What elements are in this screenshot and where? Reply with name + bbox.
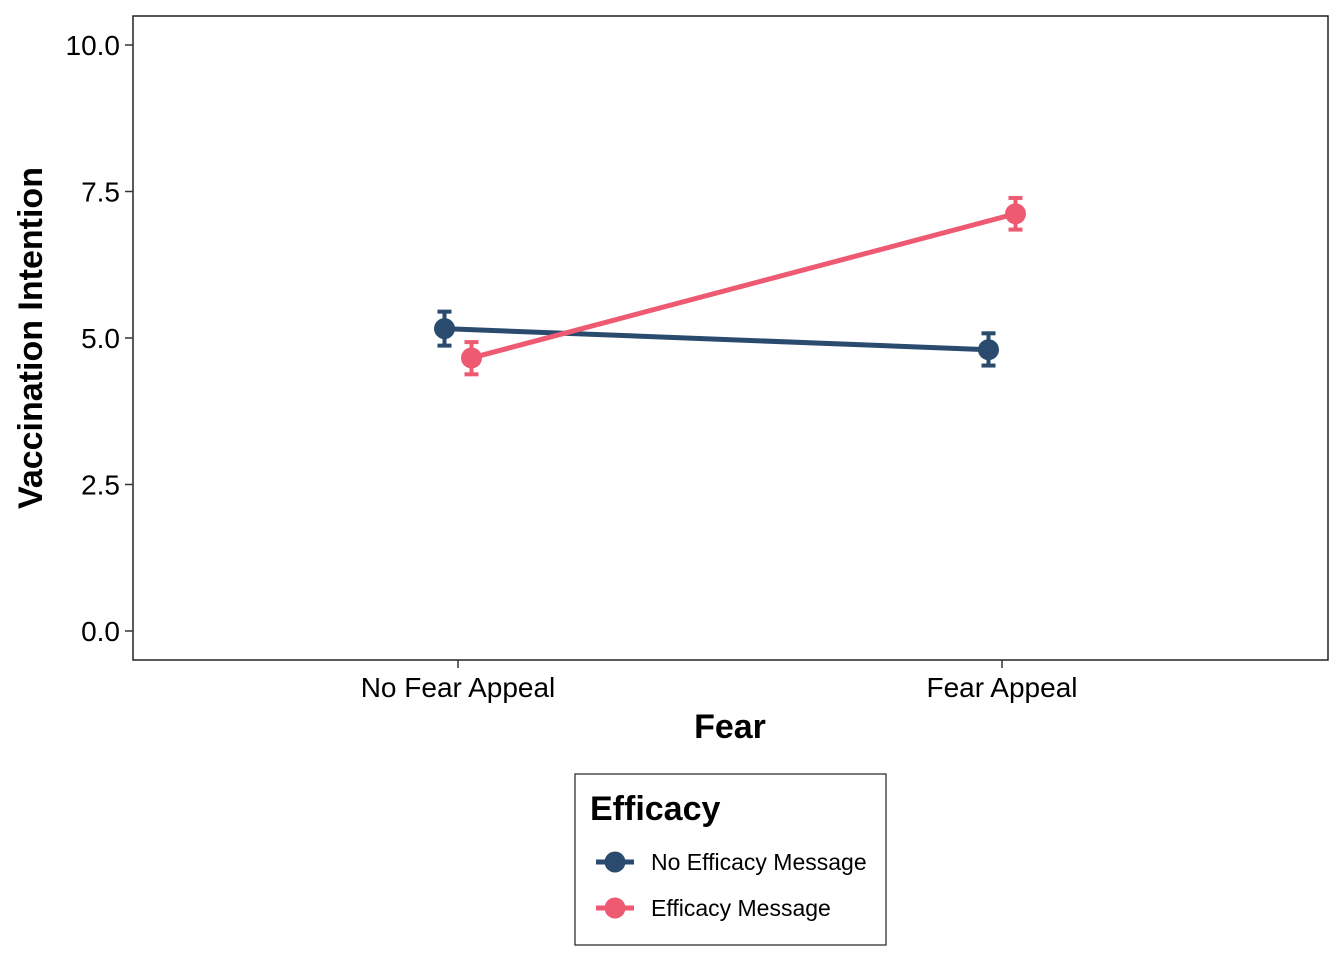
data-point bbox=[434, 318, 455, 340]
y-tick-label: 5.0 bbox=[81, 323, 120, 354]
series-line bbox=[442, 326, 991, 353]
legend-label: Efficacy Message bbox=[651, 895, 831, 921]
y-tick-label: 7.5 bbox=[81, 177, 120, 208]
legend-entry: Efficacy Message bbox=[596, 895, 831, 921]
y-axis: 0.0 2.5 5.0 7.5 10.0 bbox=[66, 30, 133, 647]
series-line bbox=[469, 211, 1018, 361]
series bbox=[461, 195, 1026, 377]
y-tick-label: 10.0 bbox=[66, 30, 121, 61]
series bbox=[434, 309, 999, 368]
legend-label: No Efficacy Message bbox=[651, 849, 867, 875]
data-point bbox=[978, 339, 999, 361]
y-tick-label: 0.0 bbox=[81, 616, 120, 647]
legend-title: Efficacy bbox=[590, 790, 720, 828]
y-tick-label: 2.5 bbox=[81, 470, 120, 501]
legend-entry: No Efficacy Message bbox=[596, 849, 867, 875]
data-point bbox=[1005, 203, 1026, 225]
y-axis-title: Vaccination Intention bbox=[12, 167, 50, 509]
legend-key-point bbox=[604, 897, 626, 919]
x-tick-label: Fear Appeal bbox=[927, 672, 1078, 703]
x-axis-title: Fear bbox=[694, 708, 766, 746]
legend-key-point bbox=[604, 851, 626, 873]
x-axis: No Fear Appeal Fear Appeal bbox=[361, 660, 1078, 703]
x-tick-label: No Fear Appeal bbox=[361, 672, 556, 703]
data-point bbox=[461, 347, 482, 369]
legend: Efficacy No Efficacy Message Efficacy Mes… bbox=[574, 773, 887, 946]
series-layer bbox=[434, 195, 1026, 377]
